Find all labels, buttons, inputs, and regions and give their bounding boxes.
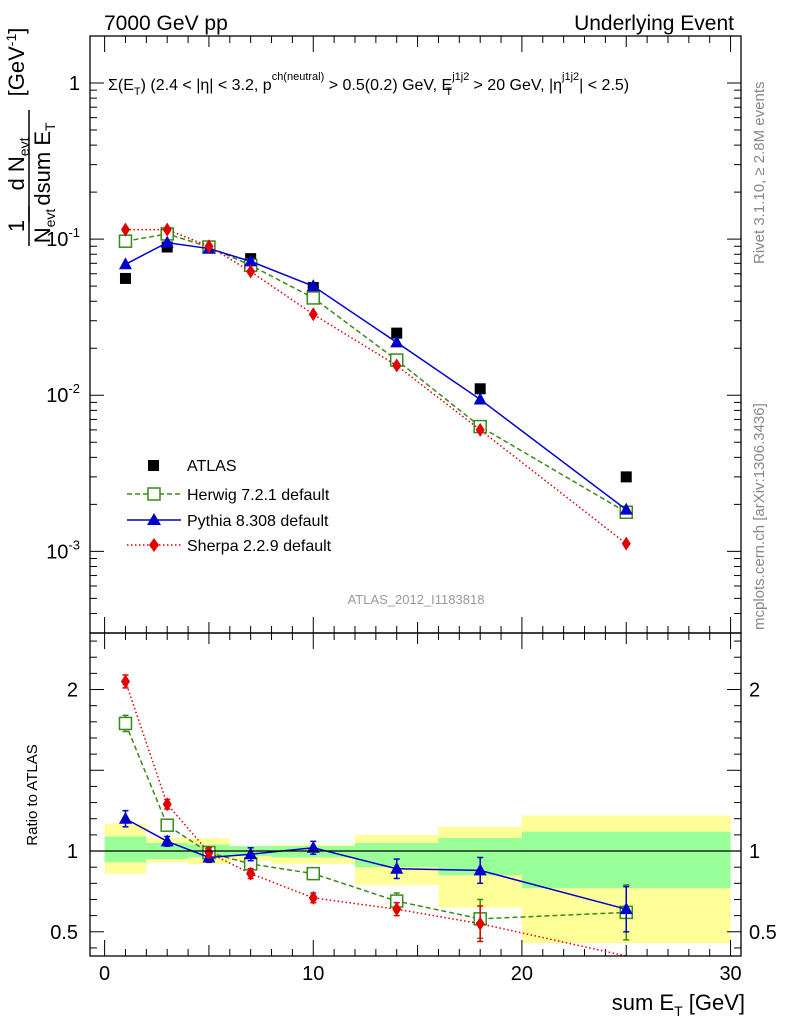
ratio-point-pythia-7: [619, 902, 633, 915]
main-point-pythia-5: [390, 335, 404, 348]
main-point-pythia-0: [118, 257, 132, 270]
header-left: 7000 GeV pp: [104, 12, 228, 35]
svg-text:dsum ET: dsum ET: [30, 122, 58, 206]
legend-marker-herwig: [147, 487, 161, 501]
ratio-point-herwig-0: [118, 716, 133, 731]
xtick-label-0: 0: [99, 963, 110, 985]
header-right: Underlying Event: [574, 12, 734, 35]
main-line-sherpa: [125, 228, 627, 545]
main-ytick-label-1: 10-1: [46, 225, 80, 251]
ratio-ytick-label-left-2: 0.5: [50, 922, 78, 944]
legend-entry-atlas: ATLAS: [148, 458, 237, 475]
main-point-pythia-3: [244, 254, 258, 267]
main-point-sherpa-5: [392, 358, 402, 373]
main-point-atlas-0: [119, 272, 131, 284]
ratio-ytick-label-right-0: 2: [749, 680, 760, 702]
ratio-point-pythia-6: [473, 863, 487, 876]
mcplots-label: mcplots.cern.ch [arXiv:1306.3436]: [751, 403, 768, 630]
main-point-sherpa-4: [308, 307, 318, 322]
main-point-pythia-4: [306, 279, 320, 292]
x-axis-label: sum ET [GeV]: [612, 990, 745, 1019]
svg-text:1: 1: [4, 220, 29, 232]
ratio-point-sherpa-1: [162, 797, 172, 812]
main-point-pythia-1: [160, 235, 174, 248]
ratio-point-pythia-0: [118, 811, 132, 824]
legend: ATLAS Herwig 7.2.1 default Pythia 8.308 …: [127, 458, 332, 555]
ratio-point-herwig-1: [160, 818, 174, 832]
plot-subtitle: Σ(ET) (2.4 < |η| < 3.2, pch(neutral) > 0…: [108, 71, 629, 98]
legend-label-sherpa: Sherpa 2.2.9 default: [187, 538, 332, 555]
legend-label-atlas: ATLAS: [187, 458, 237, 475]
xtick-label-3: 30: [719, 963, 741, 985]
ratio-line-sherpa: [124, 681, 627, 957]
main-point-herwig-0: [118, 234, 133, 248]
ratio-panel: 2 2 1 1 0.5 0.5 0 10 20 30: [50, 632, 777, 985]
main-point-sherpa-7: [621, 536, 631, 551]
ratio-point-sherpa-3: [246, 866, 256, 881]
ratio-ytick-label-left-1: 1: [67, 841, 78, 863]
ratio-point-sherpa-5: [392, 902, 402, 917]
main-point-herwig-4: [306, 291, 321, 305]
main-ytick-label-2: 10-2: [46, 381, 80, 407]
ratio-band-inner-7: [521, 831, 731, 889]
ratio-frame: [89, 632, 742, 957]
legend-label-pythia: Pythia 8.308 default: [187, 513, 329, 530]
ratio-point-pythia-3: [244, 847, 258, 860]
ratio-point-herwig-4: [306, 866, 321, 881]
legend-entry-sherpa: Sherpa 2.2.9 default: [127, 538, 332, 555]
legend-marker-pythia: [147, 513, 161, 525]
main-point-pythia-7: [619, 502, 633, 515]
ratio-point-sherpa-0: [120, 674, 130, 689]
svg-text:[GeV-1]: [GeV-1]: [3, 28, 29, 97]
main-point-sherpa-1: [162, 222, 172, 237]
legend-marker-sherpa: [149, 538, 159, 552]
ratio-ylabel: Ratio to ATLAS: [24, 744, 41, 845]
svg-text:d Nevt: d Nevt: [4, 137, 32, 190]
ratio-band-inner-0: [104, 836, 147, 863]
ratio-line-herwig: [124, 723, 627, 920]
main-point-atlas-7: [620, 471, 632, 483]
ratio-point-pythia-5: [390, 861, 404, 874]
analysis-watermark: ATLAS_2012_I1183818: [348, 592, 485, 607]
xtick-label-2: 20: [511, 963, 533, 985]
main-point-sherpa-6: [475, 422, 485, 437]
main-point-sherpa-2: [204, 239, 214, 254]
ratio-ytick-label-right-1: 1: [749, 841, 760, 863]
main-point-sherpa-3: [246, 264, 256, 279]
main-point-sherpa-0: [120, 222, 130, 237]
main-point-atlas-6: [474, 383, 486, 395]
xtick-label-1: 10: [302, 963, 324, 985]
ratio-point-pythia-4: [306, 840, 320, 853]
ratio-point-pythia-1: [160, 834, 174, 847]
main-line-herwig: [125, 233, 627, 513]
main-panel: 1 10-1 10-2 10-3: [46, 35, 742, 634]
main-ylabel: 1 Nevt d Nevt dsum ET [GeV-1]: [3, 28, 58, 246]
legend-label-herwig: Herwig 7.2.1 default: [187, 487, 330, 504]
main-point-atlas-5: [391, 327, 403, 339]
rivet-label: Rivet 3.1.10, ≥ 2.8M events: [751, 82, 768, 265]
legend-entry-herwig: Herwig 7.2.1 default: [127, 487, 330, 504]
main-ytick-label-3: 10-3: [46, 537, 80, 563]
ratio-point-sherpa-4: [308, 890, 318, 905]
ratio-point-sherpa-6: [475, 916, 485, 931]
ratio-point-sherpa-2: [204, 845, 214, 860]
legend-entry-pythia: Pythia 8.308 default: [127, 513, 329, 530]
main-point-pythia-6: [473, 392, 487, 405]
ratio-ytick-label-left-0: 2: [67, 680, 78, 702]
main-ytick-label-0: 1: [69, 73, 80, 95]
legend-marker-atlas: [148, 460, 159, 471]
ratio-ytick-label-right-2: 0.5: [749, 922, 777, 944]
main-line-pythia: [125, 241, 627, 511]
